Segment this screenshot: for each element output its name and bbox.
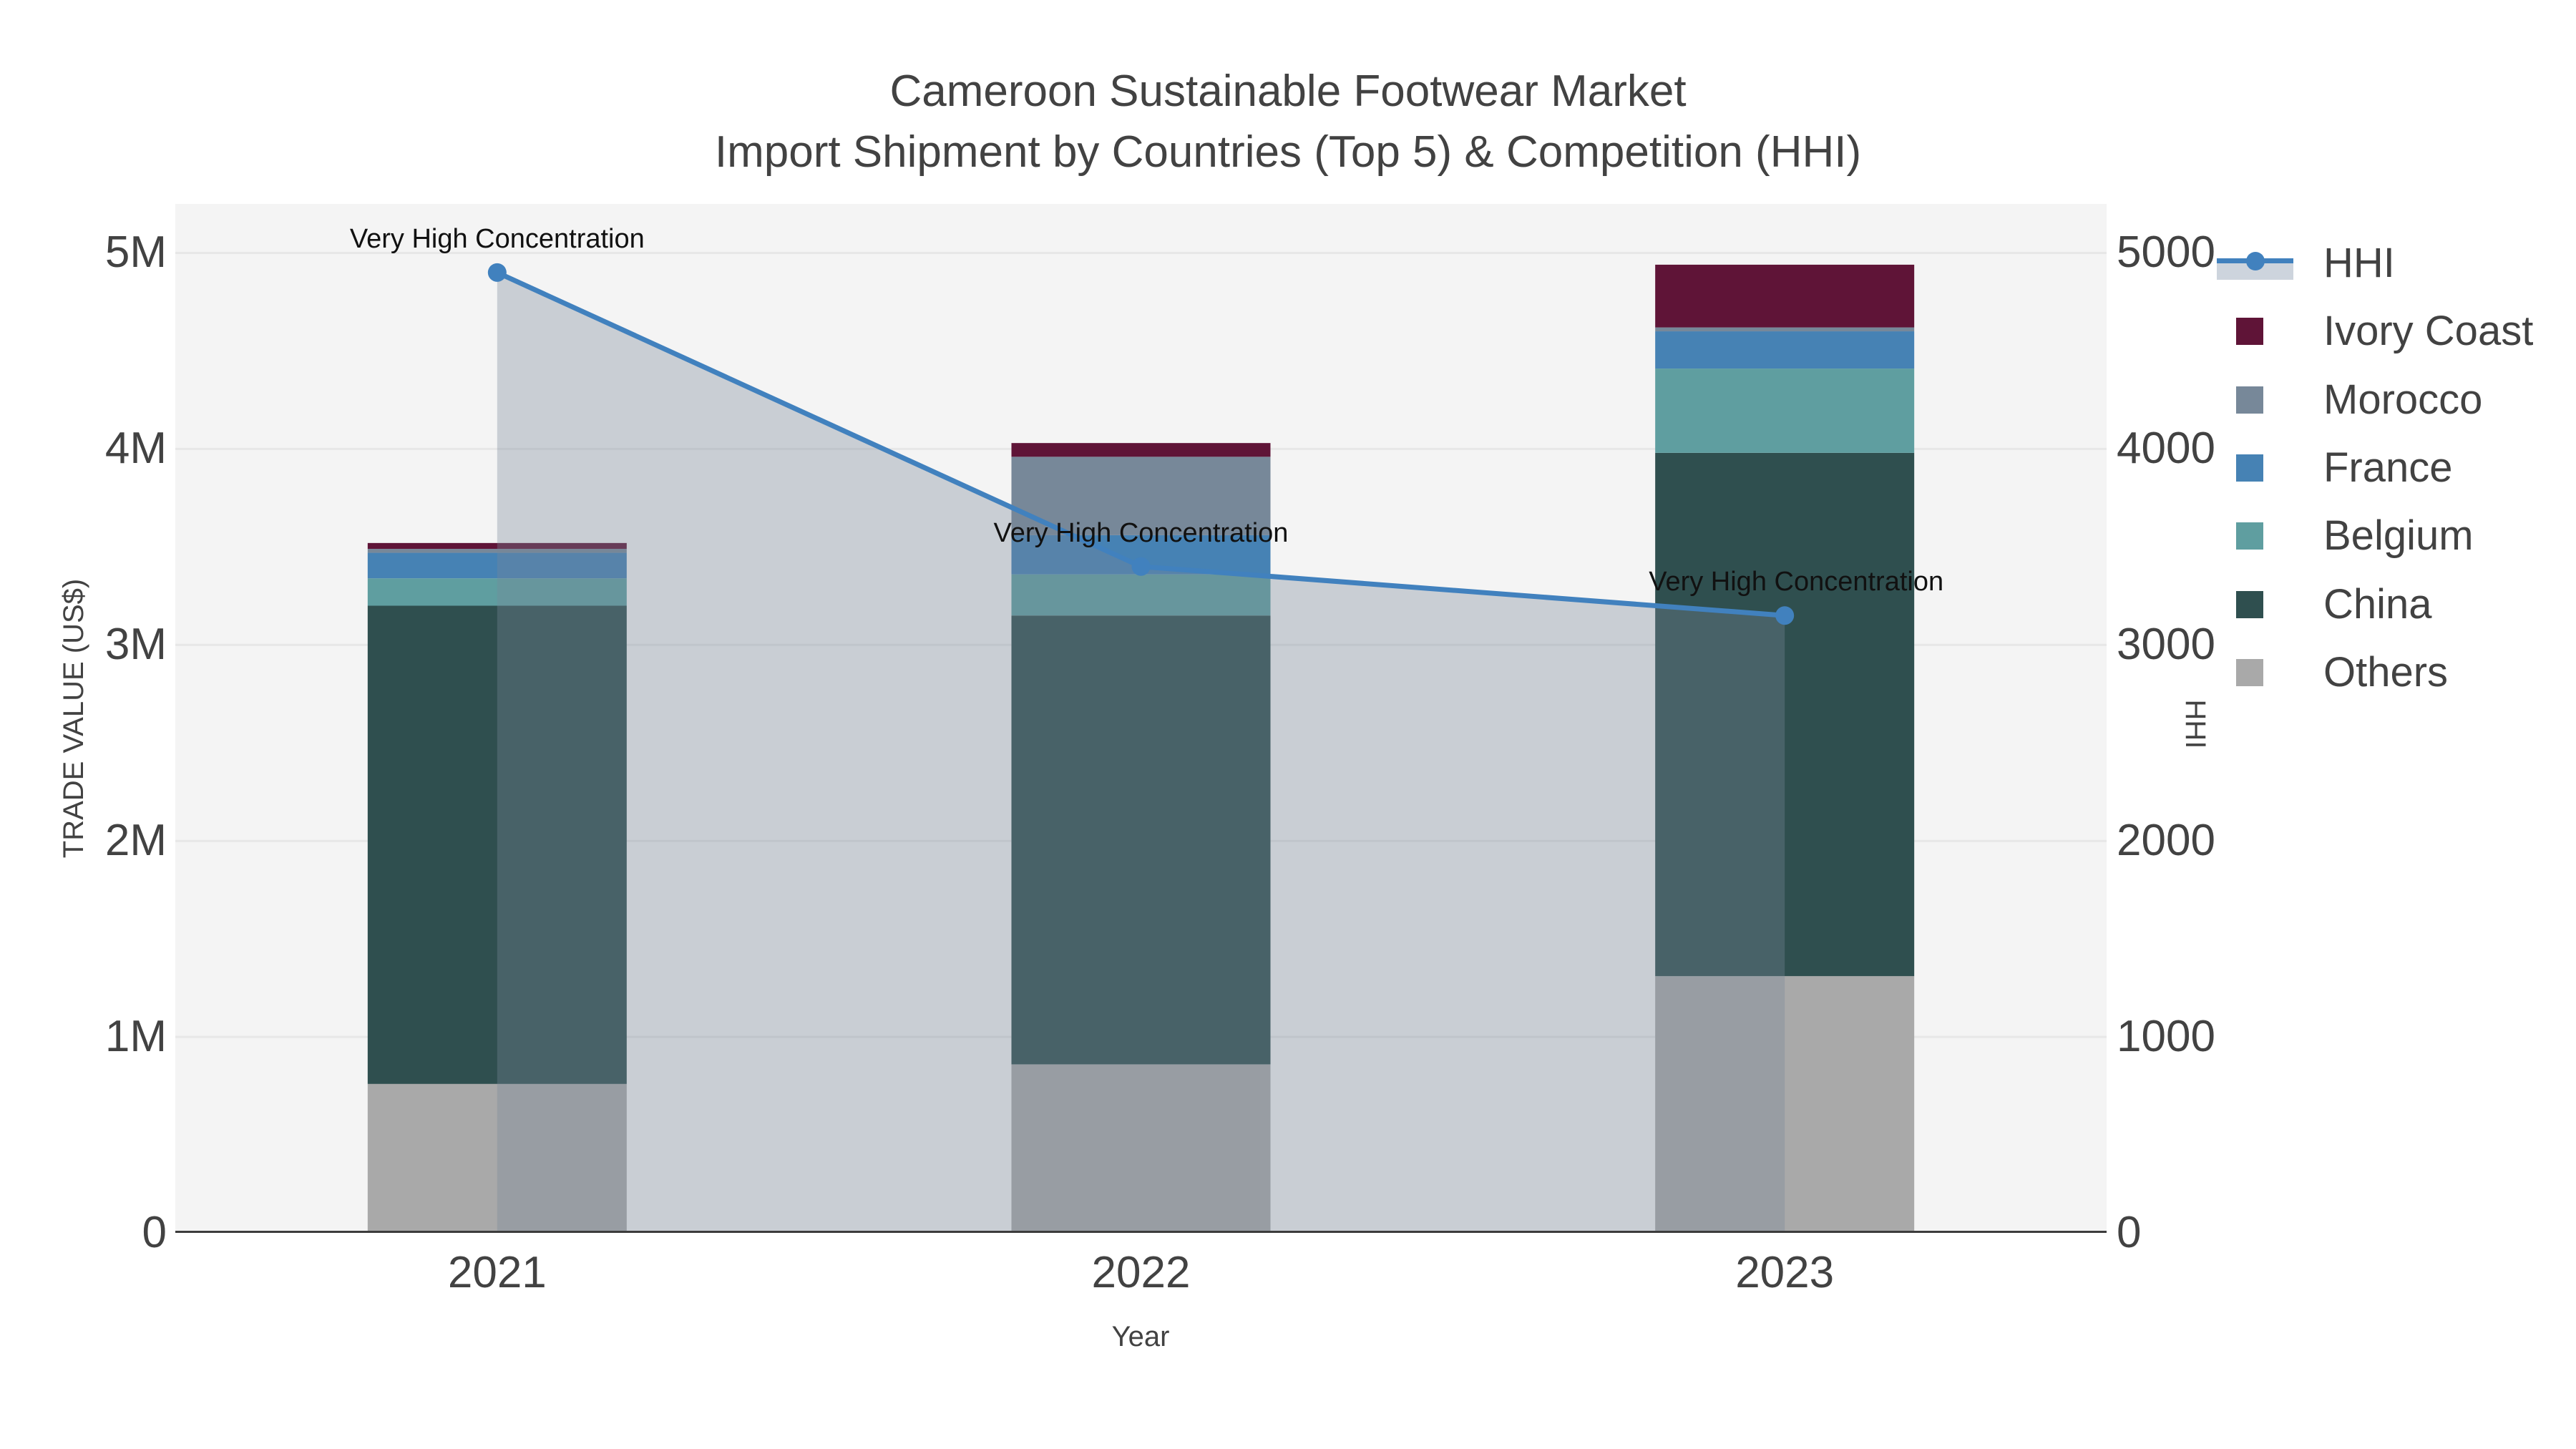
bar-segment-2023-ivory-coast[interactable] bbox=[1655, 264, 1915, 328]
annotation-2021: Very High Concentration bbox=[349, 223, 645, 254]
y-left-tick-2m: 2M bbox=[104, 816, 167, 866]
legend-item-label: China bbox=[2323, 580, 2432, 628]
y-axis-title-right: HHI bbox=[2180, 699, 2211, 749]
legend-swatch-france bbox=[2217, 447, 2293, 489]
legend-item-label: Belgium bbox=[2323, 512, 2474, 560]
color-swatch-icon bbox=[2236, 386, 2263, 414]
bar-segment-2022-ivory-coast[interactable] bbox=[1011, 443, 1271, 457]
bar-segment-2021-morocco[interactable] bbox=[367, 549, 627, 553]
legend-item-china[interactable]: China bbox=[2217, 580, 2432, 628]
legend-item-france[interactable]: France bbox=[2217, 447, 2453, 489]
x-tick-2022: 2022 bbox=[1091, 1248, 1191, 1297]
annotation-2023: Very High Concentration bbox=[1649, 567, 1944, 597]
legend-item-label: Ivory Coast bbox=[2323, 308, 2534, 355]
bar-segment-2022-china[interactable] bbox=[1011, 615, 1271, 1065]
y-left-tick-3m: 3M bbox=[104, 620, 167, 670]
y-axis-title-left: TRADE VALUE (US$) bbox=[58, 578, 89, 859]
x-tick-2023: 2023 bbox=[1735, 1248, 1835, 1297]
hhi-marker-dot bbox=[2246, 252, 2265, 270]
bar-segment-2021-france[interactable] bbox=[367, 552, 627, 579]
color-swatch-icon bbox=[2236, 454, 2263, 482]
legend-item-label: Others bbox=[2323, 648, 2449, 696]
legend-item-label: Morocco bbox=[2323, 376, 2483, 423]
bar-segment-2023-france[interactable] bbox=[1655, 331, 1915, 369]
bar-segment-2023-others[interactable] bbox=[1655, 976, 1915, 1233]
bar-segment-2021-ivory-coast[interactable] bbox=[367, 542, 627, 550]
legend-item-label: France bbox=[2323, 444, 2453, 491]
legend-item-others[interactable]: Others bbox=[2217, 648, 2449, 696]
x-axis-title: Year bbox=[1111, 1321, 1170, 1352]
bar-segment-2021-belgium[interactable] bbox=[367, 578, 627, 606]
y-left-tick-4m: 4M bbox=[104, 424, 167, 474]
hhi-area-fill bbox=[497, 272, 1785, 1233]
hhi-line-legend-icon bbox=[2217, 243, 2293, 284]
y-left-tick-1m: 1M bbox=[104, 1012, 167, 1062]
legend: HHI Ivory Coast Morocco France Belgium China O… bbox=[2217, 204, 2575, 748]
y-right-tick-1000: 1000 bbox=[2117, 1012, 2215, 1062]
legend-swatch-belgium bbox=[2217, 515, 2293, 557]
y-right-tick-4000: 4000 bbox=[2117, 424, 2215, 474]
hhi-marker-2021[interactable] bbox=[487, 263, 507, 282]
y-right-tick-3000: 3000 bbox=[2117, 620, 2215, 670]
color-swatch-icon bbox=[2236, 318, 2263, 346]
bar-segment-2022-others[interactable] bbox=[1011, 1064, 1271, 1233]
legend-swatch-ivory-coast bbox=[2217, 311, 2293, 352]
color-swatch-icon bbox=[2236, 590, 2263, 618]
y-left-tick-5m: 5M bbox=[104, 228, 167, 278]
legend-item-belgium[interactable]: Belgium bbox=[2217, 515, 2474, 557]
y-left-tick-0: 0 bbox=[142, 1208, 167, 1257]
bar-segment-2021-china[interactable] bbox=[367, 605, 627, 1084]
color-swatch-icon bbox=[2236, 658, 2263, 686]
hhi-marker-2023[interactable] bbox=[1775, 606, 1795, 625]
bar-segment-2023-china[interactable] bbox=[1655, 452, 1915, 977]
hhi-marker-2022[interactable] bbox=[1131, 557, 1151, 576]
legend-item-morocco[interactable]: Morocco bbox=[2217, 379, 2482, 421]
legend-item-label: HHI bbox=[2323, 240, 2395, 286]
legend-swatch-others bbox=[2217, 652, 2293, 693]
legend-item-hhi[interactable]: HHI bbox=[2217, 243, 2395, 284]
chart-title-line2: Import Shipment by Countries (Top 5) & C… bbox=[714, 127, 1862, 177]
legend-item-ivory-coast[interactable]: Ivory Coast bbox=[2217, 311, 2533, 352]
bar-segment-2022-belgium[interactable] bbox=[1011, 574, 1271, 616]
y-right-tick-0: 0 bbox=[2117, 1208, 2142, 1257]
plot-svg bbox=[175, 251, 2107, 1233]
legend-swatch-china bbox=[2217, 584, 2293, 625]
x-tick-2021: 2021 bbox=[447, 1248, 547, 1297]
plot-area bbox=[175, 204, 2107, 1233]
bar-segment-2023-morocco[interactable] bbox=[1655, 327, 1915, 332]
bar-segment-2023-belgium[interactable] bbox=[1655, 369, 1915, 453]
y-right-tick-2000: 2000 bbox=[2117, 816, 2215, 866]
chart-title-line1: Cameroon Sustainable Footwear Market bbox=[889, 67, 1687, 116]
y-right-tick-5000: 5000 bbox=[2117, 228, 2215, 278]
bar-segment-2022-morocco[interactable] bbox=[1011, 457, 1271, 535]
annotation-2022: Very High Concentration bbox=[993, 517, 1289, 548]
color-swatch-icon bbox=[2236, 522, 2263, 550]
bar-segment-2021-others[interactable] bbox=[367, 1083, 627, 1233]
legend-swatch-morocco bbox=[2217, 379, 2293, 421]
